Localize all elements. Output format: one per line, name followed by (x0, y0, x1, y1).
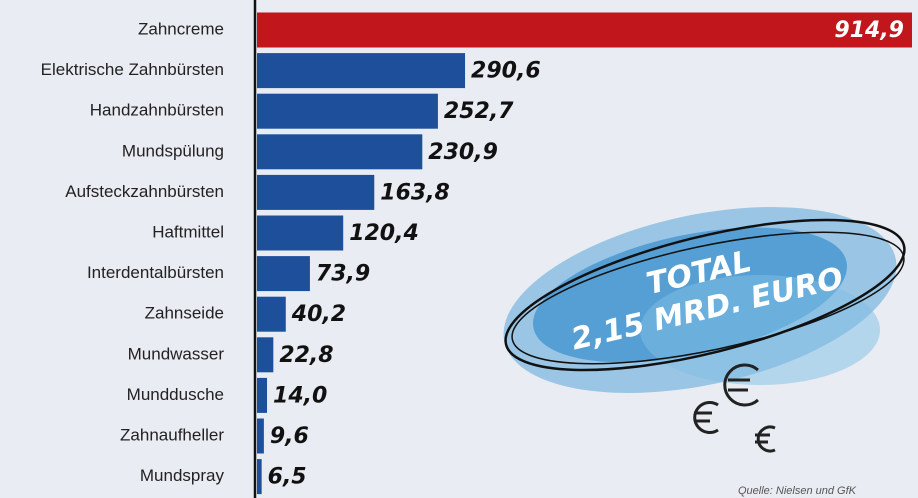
category-label: Mundspülung (122, 141, 224, 160)
bar (257, 256, 310, 291)
value-label: 22,8 (279, 343, 333, 368)
value-label: 230,9 (428, 140, 498, 165)
value-label: 120,4 (349, 221, 419, 246)
bar (257, 175, 374, 210)
category-label: Interdentalbürsten (87, 263, 224, 282)
category-label: Mundspray (140, 466, 225, 485)
category-label: Munddusche (127, 385, 224, 404)
value-label: 9,6 (270, 424, 309, 449)
bar (257, 53, 465, 88)
category-label: Elektrische Zahnbürsten (41, 60, 224, 79)
bar (257, 94, 438, 129)
category-label: Haftmittel (152, 222, 224, 241)
value-label: 163,8 (380, 180, 450, 205)
category-label: Mundwasser (128, 344, 225, 363)
bar (257, 13, 912, 48)
bar (257, 297, 286, 332)
bar (257, 134, 422, 169)
chart: Zahncreme 914,9 Elektrische Zahnbürsten 290… (0, 0, 918, 498)
category-label: Zahncreme (138, 19, 224, 38)
value-label: 252,7 (444, 99, 514, 124)
bar (257, 459, 262, 494)
bar (257, 337, 273, 372)
page: Zahncreme 914,9 Elektrische Zahnbürsten 290… (0, 0, 918, 498)
category-label: Zahnseide (145, 304, 224, 323)
value-label: 40,2 (291, 302, 346, 327)
value-label: 290,6 (471, 59, 541, 84)
bar (257, 378, 267, 413)
category-label: Zahnaufheller (120, 425, 224, 444)
category-label: Aufsteckzahnbürsten (65, 182, 224, 201)
category-label: Handzahnbürsten (90, 101, 224, 120)
value-label: 73,9 (316, 262, 370, 287)
source: Quelle: Nielsen und GfK (738, 485, 857, 497)
value-label: 14,0 (273, 383, 327, 408)
bar (257, 216, 343, 251)
bar (257, 419, 264, 454)
value-label: 6,5 (268, 465, 307, 490)
value-label: 914,9 (834, 18, 904, 43)
